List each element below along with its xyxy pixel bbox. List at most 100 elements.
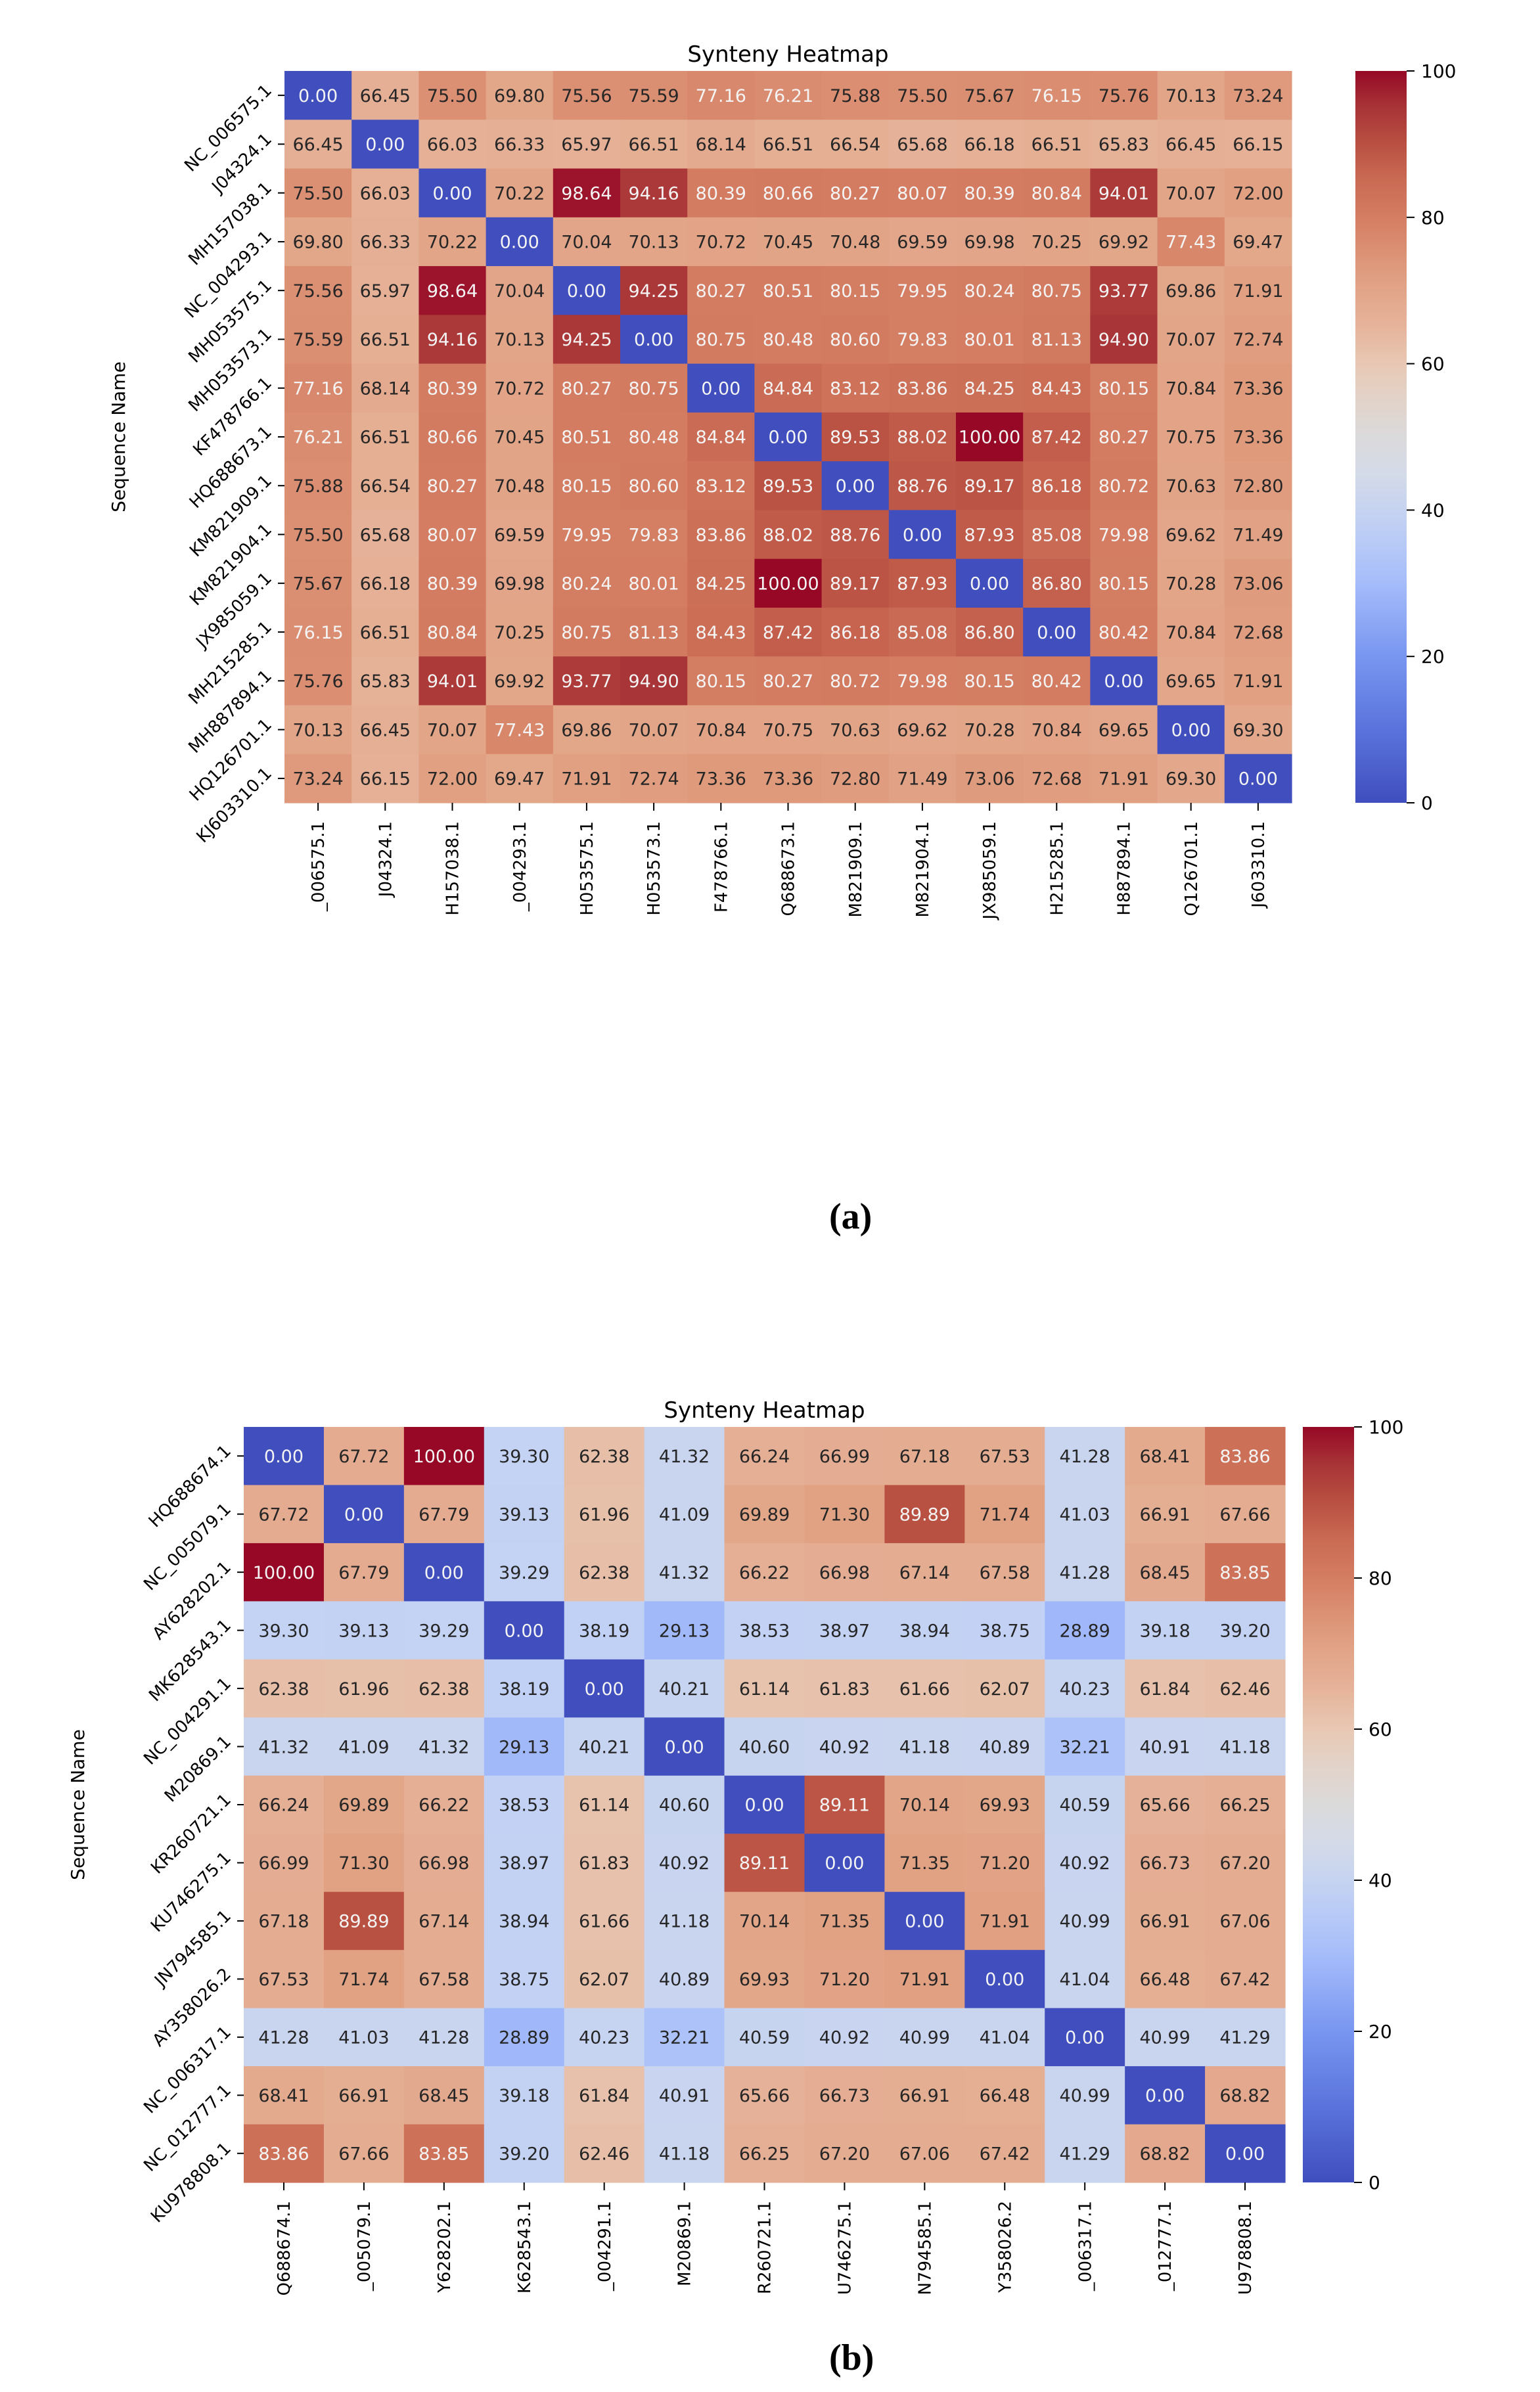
heatmap-cell (821, 266, 890, 315)
heatmap-cell (419, 558, 487, 608)
cell-value-label: 71.91 (561, 769, 612, 790)
cell-value-label: 70.04 (494, 281, 545, 302)
heatmap-cell (351, 558, 419, 608)
cell-value-label: 41.29 (1219, 2028, 1270, 2048)
cell-value-label: 88.76 (897, 476, 947, 497)
cell-value-label: 80.27 (1098, 428, 1149, 448)
heatmap-cell (724, 1950, 805, 2009)
heatmap-cell (1224, 120, 1292, 169)
heatmap-cell (1023, 656, 1091, 706)
cell-value-label: 39.29 (499, 1563, 549, 1583)
cell-value-label: 80.60 (830, 330, 880, 350)
cell-value-label: 66.33 (494, 135, 545, 155)
colorbar (1355, 71, 1407, 803)
heatmap-cell (821, 412, 890, 462)
heatmap-cell (486, 168, 554, 218)
heatmap-cell (1205, 1601, 1286, 1660)
cell-value-label: 80.39 (427, 378, 478, 399)
heatmap-cell (403, 1717, 485, 1776)
heatmap-cell (1090, 217, 1158, 267)
heatmap-cell (351, 363, 419, 413)
cell-value-label: 0.00 (500, 233, 539, 253)
heatmap-cell (1205, 1775, 1286, 1834)
cell-value-label: 61.66 (579, 1912, 629, 1932)
heatmap-cell (284, 754, 352, 803)
colorbar-tick-label: 60 (1421, 353, 1445, 375)
heatmap-cell (1205, 1427, 1286, 1486)
cell-value-label: 66.45 (360, 86, 411, 106)
heatmap-cell (1090, 607, 1158, 657)
cell-value-label: 80.72 (830, 671, 880, 692)
heatmap-cell (419, 510, 487, 560)
heatmap-cell (1157, 266, 1225, 315)
cell-value-label: 41.04 (980, 2028, 1030, 2048)
cell-value-label: 70.72 (696, 233, 746, 253)
heatmap-cell (620, 168, 688, 218)
heatmap-cell (754, 656, 823, 706)
cell-value-label: 40.99 (1139, 2028, 1190, 2048)
heatmap-cell (351, 266, 419, 315)
cell-value-label: 65.66 (739, 2086, 790, 2106)
heatmap-cell (1023, 266, 1091, 315)
heatmap-cell (1045, 1427, 1125, 1486)
heatmap-cell (403, 1950, 485, 2009)
heatmap-cell (644, 1717, 725, 1776)
heatmap-cell (564, 1601, 645, 1660)
cell-value-label: 80.01 (628, 574, 679, 595)
heatmap-cell (687, 71, 755, 120)
x-tick-label: F478766.1 (712, 821, 731, 913)
y-tick-label: MH053573.1 (185, 325, 276, 416)
heatmap-cell (620, 71, 688, 120)
cell-value-label: 67.72 (338, 1447, 389, 1467)
cell-value-label: 71.49 (1233, 525, 1283, 545)
heatmap-cell (964, 1543, 1045, 1602)
heatmap-cell (754, 754, 823, 803)
cell-value-label: 79.83 (628, 525, 679, 545)
cell-value-label: 0.00 (298, 86, 338, 106)
heatmap-cell (1023, 461, 1091, 510)
cell-value-label: 39.13 (499, 1504, 549, 1525)
cell-value-label: 67.06 (899, 2144, 950, 2164)
cell-value-label: 80.15 (964, 671, 1014, 692)
cell-value-label: 68.45 (1139, 1563, 1190, 1583)
heatmap-cell (323, 2066, 405, 2125)
cell-value-label: 70.13 (1166, 86, 1216, 106)
heatmap-cell (1205, 1891, 1286, 1951)
cell-value-label: 0.00 (970, 574, 1009, 595)
heatmap-cell (486, 217, 554, 267)
heatmap-cell (1125, 1485, 1206, 1544)
heatmap-cell (1023, 168, 1091, 218)
cell-value-label: 77.43 (494, 720, 545, 740)
cell-value-label: 67.18 (258, 1912, 309, 1932)
cell-value-label: 80.39 (696, 183, 746, 204)
heatmap-cell (956, 217, 1024, 267)
cell-value-label: 80.27 (763, 671, 813, 692)
cell-value-label: 69.59 (897, 233, 947, 253)
heatmap-cell (1224, 217, 1292, 267)
heatmap-cell (888, 120, 957, 169)
heatmap-cell (1045, 2124, 1125, 2183)
colorbar-tick-label: 0 (1369, 2172, 1380, 2194)
heatmap-cell (724, 1427, 805, 1486)
heatmap-cell (323, 1834, 405, 1893)
cell-value-label: 71.91 (980, 1912, 1030, 1932)
x-tick-label: Y628202.1 (435, 2201, 455, 2293)
cell-value-label: 69.80 (292, 233, 343, 253)
heatmap-cell (884, 1427, 965, 1486)
cell-value-label: 41.03 (1060, 1504, 1110, 1525)
cell-value-label: 40.99 (1060, 1912, 1110, 1932)
heatmap-cell (419, 607, 487, 657)
cell-value-label: 67.20 (819, 2144, 870, 2164)
heatmap-cell (724, 1543, 805, 1602)
cell-value-label: 66.15 (1233, 135, 1283, 155)
x-tick-label: Q126701.1 (1182, 821, 1202, 916)
cell-value-label: 75.59 (628, 86, 679, 106)
heatmap-cell (1224, 71, 1292, 120)
heatmap-cell (419, 656, 487, 706)
heatmap-cell (564, 1427, 645, 1486)
heatmap-panel-a: Synteny Heatmap 0.00 66.45 75.50 69.80 75.56 7… (108, 41, 1456, 1237)
cell-value-label: 38.75 (980, 1621, 1030, 1641)
cell-value-label: 41.09 (659, 1504, 710, 1525)
heatmap-cell (956, 705, 1024, 755)
heatmap-cell (1125, 1717, 1206, 1776)
